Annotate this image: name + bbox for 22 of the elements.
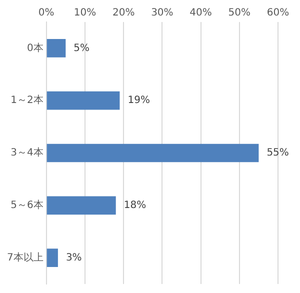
y-tick-label: 1～2本 [10, 94, 44, 106]
bar [46, 248, 58, 267]
y-tick-label: 0本 [26, 42, 44, 54]
bar [46, 144, 259, 162]
data-label: 3% [66, 252, 82, 264]
x-tick-label: 10% [74, 8, 96, 19]
data-label: 19% [128, 95, 150, 106]
x-tick-label: 30% [151, 8, 174, 19]
x-tick-label: 20% [112, 8, 135, 19]
data-label: 55% [266, 148, 289, 159]
bar [46, 91, 120, 110]
x-tick-label: 50% [228, 8, 251, 19]
data-label: 5% [74, 42, 90, 54]
bar [46, 39, 66, 58]
y-tick-label: 7本以上 [6, 251, 44, 264]
data-label: 18% [124, 200, 146, 211]
x-tick-label: 60% [266, 8, 290, 19]
bar [46, 196, 116, 215]
y-tick-label: 3～4本 [10, 146, 44, 159]
x-tick-label: 0% [38, 8, 54, 19]
y-tick-label: 5～6本 [10, 198, 44, 211]
x-tick-label: 40% [190, 8, 212, 19]
